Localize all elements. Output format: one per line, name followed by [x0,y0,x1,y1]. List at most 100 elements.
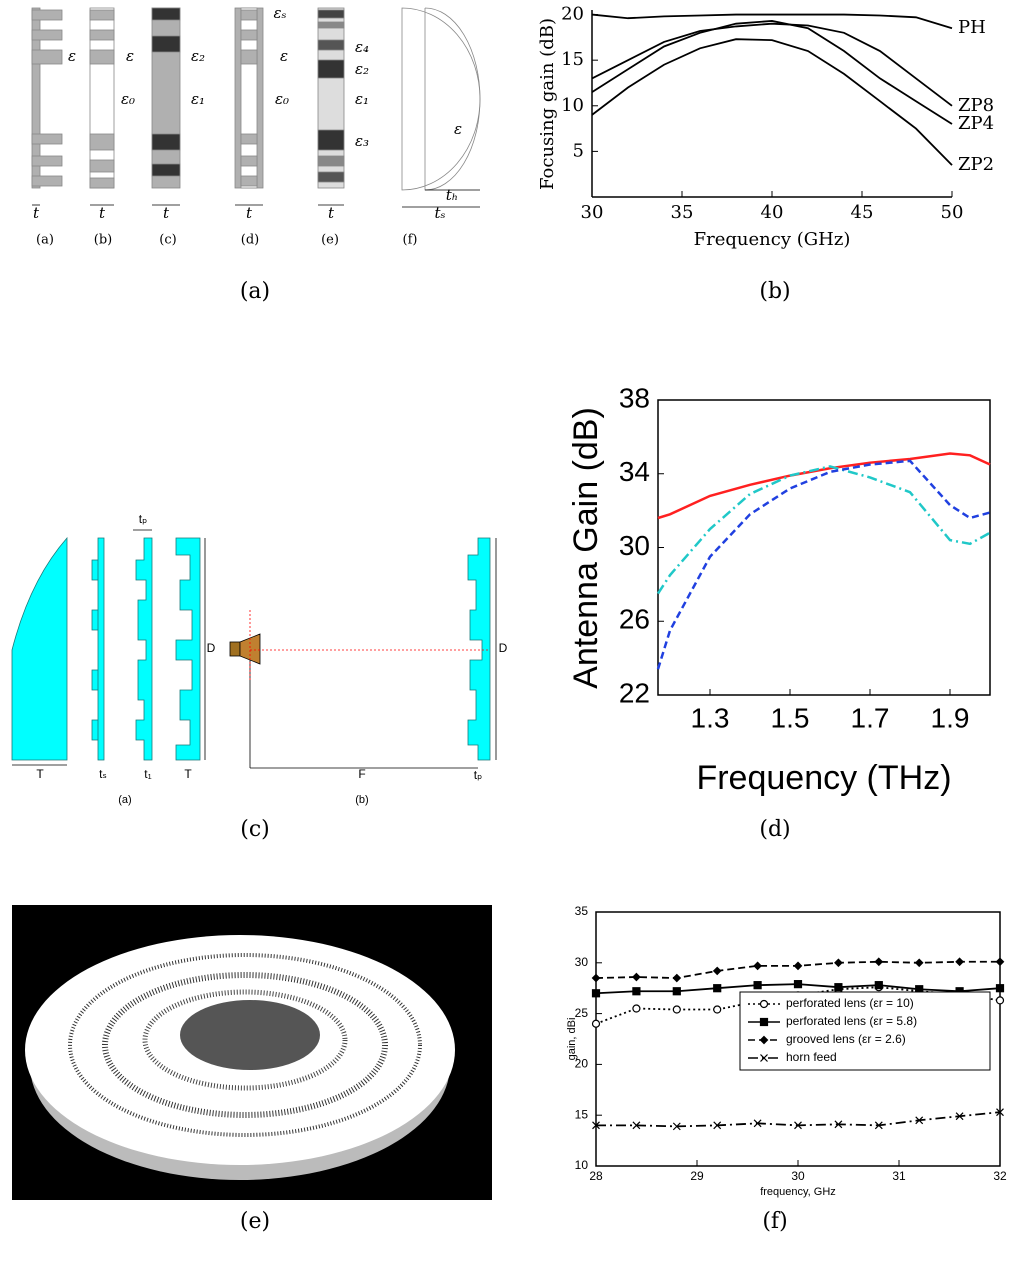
x-tick-label: 29 [690,1169,704,1183]
x-tick-label: 31 [892,1169,906,1183]
y-tick-label: 15 [575,1107,589,1121]
x-tick-label: 1.9 [931,703,970,734]
y-tick-label: 20 [561,4,584,25]
series-line [591,22,953,107]
epsilon-label: ε [68,47,76,65]
marker [753,981,762,990]
series-line [596,1111,1001,1128]
y-tick-label: 15 [561,49,584,70]
legend-label: perforated lens (εr = 5.8) [786,1014,917,1028]
marker [591,973,601,983]
x-axis-label: Frequency (THz) [696,759,951,797]
x-tick-label: 1.3 [691,703,730,734]
legend-box [739,991,991,1071]
y-tick-label: 20 [575,1057,589,1071]
y-tick-label: 34 [619,456,650,487]
marker [793,980,803,989]
marker [672,1005,681,1014]
y-tick-label: 30 [575,955,589,969]
marker [672,973,682,983]
y-tick-label: 10 [561,95,584,116]
marker [995,957,1005,967]
legend-label: grooved lens (εr = 2.6) [786,1032,906,1046]
y-tick-label: 10 [575,1158,589,1172]
legend-label: perforated lens (εr = 10) [786,996,914,1010]
epsilon-label: ε [126,47,134,65]
y-tick-label: 5 [573,140,584,161]
series-line [656,459,991,670]
marker [672,987,681,996]
epsilon-label: ε₀ [121,90,135,108]
epsilon-label: ε [280,47,288,65]
thickness-label: t [246,204,253,222]
marker [874,1121,883,1130]
sub-label: (a) [36,233,54,248]
marker [793,961,803,971]
y-axis-label: Focusing gain (dB) [537,18,558,190]
series-line [657,452,991,520]
epsilon-label: ε₁ [355,90,369,108]
marker [753,1119,762,1128]
marker [592,1121,600,1130]
legend-label: horn feed [786,1050,837,1064]
diagram-c [11,529,497,769]
marker [760,1054,768,1062]
marker [591,1019,601,1028]
sub-label: (b) [355,794,368,806]
thickness-label: tₕ [446,186,459,204]
panel-caption: (c) [240,817,270,842]
panel-caption: (d) [759,817,790,842]
x-tick-label: 1.5 [771,703,810,734]
x-tick-label: 30 [791,1169,805,1183]
panel-caption: (f) [762,1209,787,1234]
x-tick-label: 40 [761,202,784,223]
panel-caption: (e) [240,1209,270,1234]
x-tick-label: 1.7 [851,703,890,734]
sub-label: (a) [118,794,131,806]
sub-label: (b) [94,233,112,248]
line-label: ZP2 [958,154,994,175]
marker [834,958,843,968]
x-tick-label: 50 [941,202,964,223]
thickness-label: t [163,204,170,222]
dimension-label: D [207,641,216,655]
line-label: ZP8 [958,95,994,116]
marker [759,1035,769,1045]
epsilon-label: ε₁ [191,90,205,108]
x-axis-label: frequency, GHz [760,1186,836,1198]
marker [874,981,883,990]
sub-label: (f) [403,233,418,248]
marker [955,1112,964,1121]
dimension-label: tₚ [139,512,147,526]
y-tick-label: 26 [619,604,650,635]
plot-frame [657,399,991,696]
x-tick-label: 28 [589,1169,603,1183]
panel-caption: (a) [240,279,270,304]
marker [591,989,601,998]
dimension-label: tₛ [99,767,107,781]
dimension-label: T [36,767,44,781]
series-line [591,20,953,125]
y-tick-label: 22 [619,677,650,708]
epsilon-label: ε₂ [191,47,205,65]
marker [834,1120,843,1129]
marker [914,958,924,968]
marker [632,1004,641,1013]
marker [915,1116,924,1125]
marker [794,1121,802,1130]
sub-label: (d) [241,233,259,248]
marker [759,1017,769,1027]
thickness-label: t [328,204,335,222]
y-axis-label: Antenna Gain (dB) [567,407,605,689]
epsilon-label: ε₂ [355,60,369,78]
epsilon-label: ε₃ [355,132,369,150]
marker [996,1108,1004,1117]
marker [713,1121,722,1130]
dimension-label: tₚ [474,768,482,782]
x-tick-label: 35 [671,202,694,223]
marker [759,999,769,1009]
sub-label: (c) [159,233,176,248]
panel-caption: (b) [759,279,790,304]
y-axis-label: gain, dBi [566,1018,578,1061]
